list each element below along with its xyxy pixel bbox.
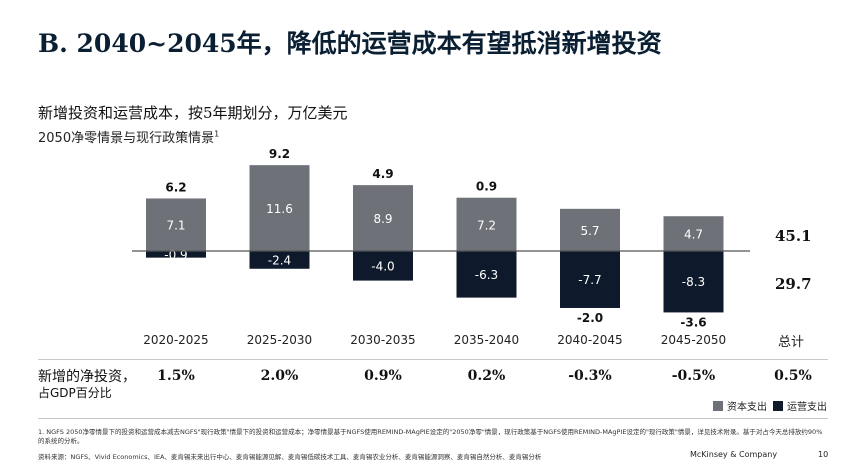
data-label-opex: -8.3 [682,275,705,289]
total-column-label: 总计 [778,335,805,350]
bar-opex [249,251,310,269]
data-label-capex: 7.2 [477,218,496,232]
x-tick-label: 2030-2035 [350,333,415,347]
bar-capex [663,216,724,251]
data-label-capex: 8.9 [373,212,392,226]
net-value-label: 6.2 [165,180,186,194]
data-label-opex: -4.0 [371,259,394,273]
legend-label-opex: 运营支出 [787,402,827,413]
data-label-opex: -2.4 [268,253,291,267]
source-note: 资料来源：NGFS、Vivid Economics、IEA、麦肯锡未来出行中心、… [38,453,542,461]
footnote: 1. NGFS 2050净零情景下的投资和运营成本减去NGFS"现行政策"情景下… [38,428,823,445]
x-tick-label: 2020-2025 [143,333,208,347]
bar-capex [249,165,310,251]
bar-opex [456,251,517,298]
net-investment-value: 1.5% [157,368,195,384]
bar-opex [560,251,620,308]
bar-opex [146,251,206,258]
divider [38,359,828,360]
x-tick-label: 2045-2050 [661,333,726,347]
data-label-opex: -7.7 [578,273,601,287]
net-investment-value: -0.3% [568,368,612,384]
scenario-text: 2050净零情景与现行政策情景 [38,131,215,146]
bar-group: 7.1 -0.9 6.2 2020-2025 11.6 -2.4 9.2 2025-2030 8… [143,147,726,347]
net-investment-value: 0.9% [364,368,402,384]
net-value-label: -3.6 [680,315,706,329]
page-number: 10 [818,450,829,459]
net-value-label: 9.2 [269,147,290,161]
net-value-label: 4.9 [372,167,393,181]
net-value-label: 0.9 [476,180,497,194]
stacked-bar-chart: 7.1 -0.9 6.2 2020-2025 11.6 -2.4 9.2 2025-2030 8… [132,147,750,347]
total-opex-value: 29.7 [775,275,812,293]
page-title: B. 2040~2045年，降低的运营成本有望抵消新增投资 [38,29,662,58]
legend-label-capex: 资本支出 [727,402,767,413]
chart-subtitle-scenario: 2050净零情景与现行政策情景1 [38,129,220,146]
data-label-opex: -6.3 [475,268,498,282]
brand-name: McKinsey & Company [690,450,778,459]
x-tick-label: 2040-2045 [557,333,622,347]
net-investment-total: 0.5% [774,368,812,384]
data-label-capex: 11.6 [266,202,293,216]
bar-opex [353,251,413,281]
net-investment-value: 0.2% [467,368,506,384]
bar-capex [146,198,206,251]
bar-capex [560,208,620,251]
bar-capex [456,197,517,251]
legend-swatch-capex [713,401,723,411]
x-tick-label: 2025-2030 [247,333,312,347]
chart-subtitle: 新增投资和运营成本，按5年期划分，万亿美元 [38,104,348,122]
bar-capex [353,185,413,251]
net-investment-value: -0.5% [671,368,716,384]
divider [38,418,828,419]
bar-opex [663,251,724,313]
net-value-label: -2.0 [577,311,603,325]
x-tick-label: 2035-2040 [454,333,519,347]
net-investment-value: 2.0% [260,368,299,384]
legend-swatch-opex [773,401,783,411]
data-label-capex: 7.1 [166,219,185,233]
net-investment-sublabel: 占GDP百分比 [38,386,112,400]
data-label-capex: 4.7 [684,228,703,242]
total-capex-value: 45.1 [775,227,812,245]
data-label-capex: 5.7 [580,224,599,238]
data-label-opex: -0.9 [164,248,187,262]
net-investment-label: 新增的净投资， [38,369,136,385]
